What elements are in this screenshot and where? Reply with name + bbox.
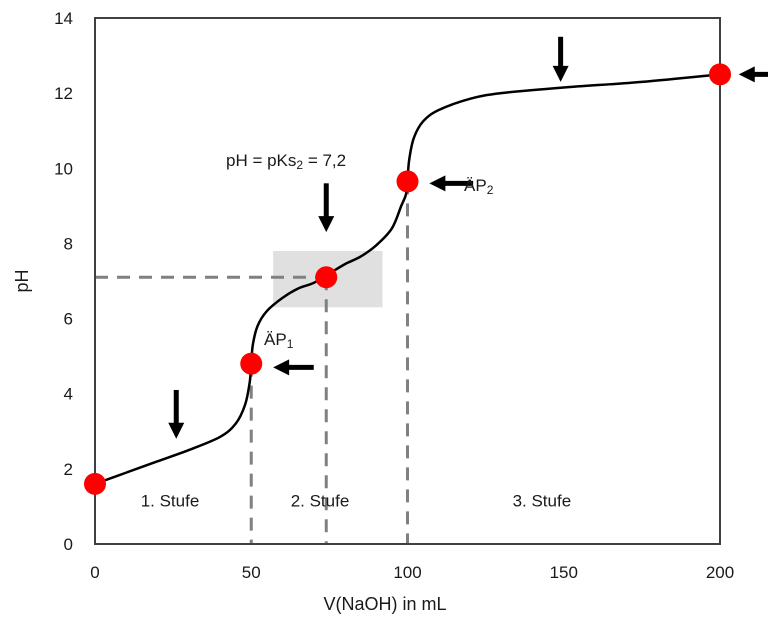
x-tick-label-200: 200	[706, 563, 734, 582]
aep2-label-main: ÄP	[464, 176, 487, 195]
points-layer	[84, 63, 731, 495]
guide-lines-layer	[95, 181, 409, 544]
aep1-label-sub: 1	[287, 337, 294, 351]
y-tick-label-0: 0	[64, 535, 73, 554]
pks2-annotation-rest: = 7,2	[303, 151, 346, 170]
down-arrow-head-1	[168, 422, 185, 439]
y-tick-label-6: 6	[64, 310, 73, 329]
y-tick-label-8: 8	[64, 234, 73, 253]
x-axis-title: V(NaOH) in mL	[323, 594, 446, 614]
data-point-2	[240, 352, 263, 375]
titration-curve-line	[94, 73, 721, 486]
labels-layer: 1. Stufe 2. Stufe 3. Stufe	[141, 491, 571, 510]
pks2-annotation: pH = pKs2 = 7,2	[226, 151, 346, 172]
left-arrow-head-2	[429, 175, 446, 192]
aep1-label: ÄP1	[264, 330, 294, 351]
y-tick-label-4: 4	[64, 385, 73, 404]
aep2-label: ÄP2	[464, 176, 494, 197]
y-tick-label-10: 10	[54, 159, 73, 178]
down-arrow-head-2	[318, 216, 335, 233]
y-axis-title: pH	[12, 269, 32, 292]
stage-label-2: 2. Stufe	[291, 491, 350, 510]
data-point-4	[396, 170, 419, 193]
left-arrow-head-1	[273, 359, 290, 376]
arrows-layer	[168, 36, 768, 439]
x-tick-label-100: 100	[393, 563, 421, 582]
plot-area-frame	[94, 17, 721, 545]
aep1-label-main: ÄP	[264, 330, 287, 349]
data-point-1	[84, 472, 106, 495]
y-tick-label-14: 14	[54, 9, 73, 28]
left-arrow-head-3	[738, 66, 755, 83]
data-point-3	[315, 266, 338, 289]
pks2-annotation-main: pH = pKs	[226, 151, 296, 170]
stage-label-1: 1. Stufe	[141, 491, 200, 510]
x-tick-label-150: 150	[550, 563, 578, 582]
aep2-label-sub: 2	[487, 183, 494, 197]
stage-label-3: 3. Stufe	[513, 491, 572, 510]
curve-layer	[94, 73, 721, 486]
y-tick-label-12: 12	[54, 84, 73, 103]
x-tick-label-50: 50	[242, 563, 261, 582]
pks2-annotation-sub: 2	[296, 158, 303, 172]
data-point-5	[709, 63, 731, 86]
y-tick-label-2: 2	[64, 460, 73, 479]
down-arrow-head-3	[552, 65, 569, 82]
x-tick-label-0: 0	[90, 563, 99, 582]
